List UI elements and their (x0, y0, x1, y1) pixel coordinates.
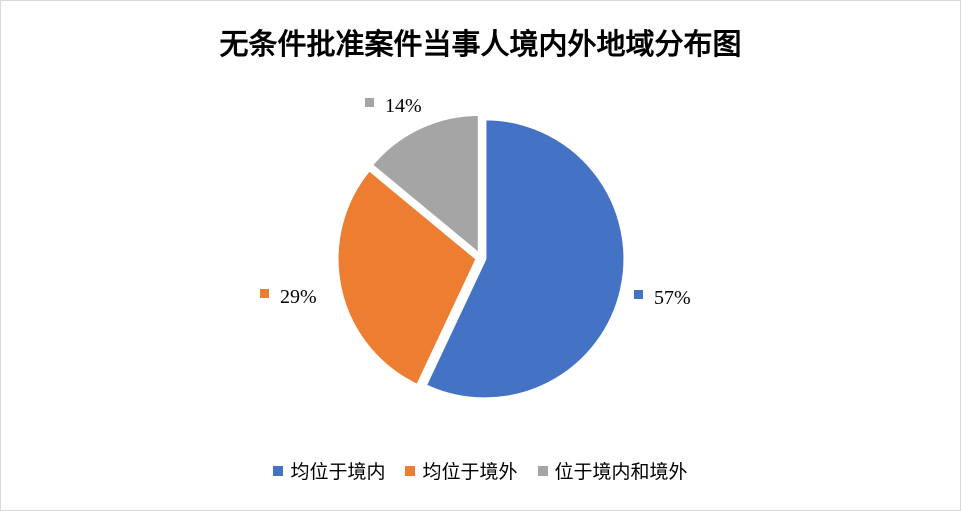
legend-label: 均位于境内 (290, 461, 386, 483)
legend: 均位于境内 均位于境外 位于境内和境外 (1, 457, 960, 484)
data-label-swatch (260, 289, 269, 298)
pie-slice (335, 167, 479, 388)
legend-swatch (405, 465, 416, 476)
data-label: 29% (280, 286, 317, 308)
legend-item: 均位于境内 (273, 457, 385, 484)
legend-label: 均位于境外 (422, 461, 518, 483)
pie-slice (423, 117, 627, 401)
pie-slice (369, 112, 481, 258)
legend-item: 位于境内和境外 (537, 457, 688, 484)
legend-swatch (273, 465, 284, 476)
legend-item: 均位于境外 (405, 457, 518, 484)
legend-swatch (537, 465, 548, 476)
data-label: 57% (654, 287, 691, 309)
data-label-swatch (365, 98, 374, 107)
legend-label: 位于境内和境外 (554, 461, 688, 483)
chart-title: 无条件批准案件当事人境内外地域分布图 (219, 27, 742, 61)
data-label: 14% (385, 95, 422, 117)
data-label-swatch (634, 290, 643, 299)
